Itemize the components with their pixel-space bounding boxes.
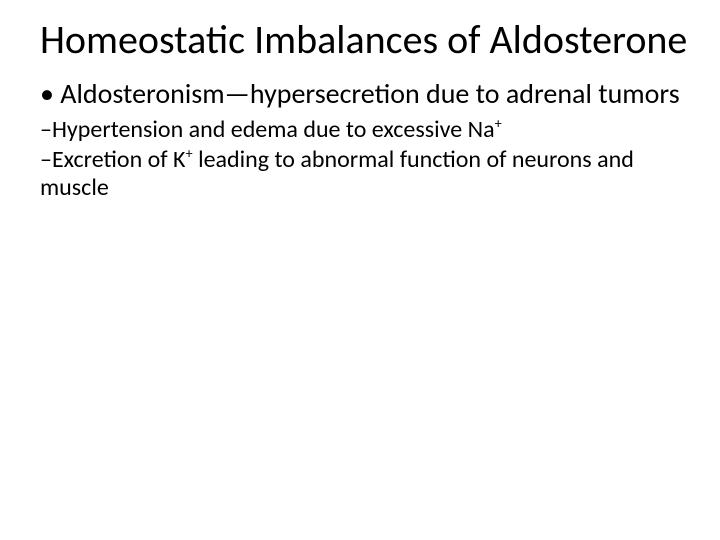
superscript-plus: + (495, 114, 502, 132)
slide-title: Homeostatic Imbalances of Aldosterone (40, 18, 692, 63)
bullet-level-2-b: –Excretion of K+ leading to abnormal fun… (40, 146, 692, 203)
bullet-level-2-a: –Hypertension and edema due to excessive… (40, 116, 692, 144)
bullet-l2a-text: –Hypertension and edema due to excessive… (40, 115, 495, 144)
bullet-l2b-prefix: –Excretion of K (40, 145, 185, 174)
slide: Homeostatic Imbalances of Aldosterone • … (0, 0, 720, 540)
superscript-plus: + (185, 144, 192, 162)
bullet-level-1: • Aldosteronism—hypersecretion due to ad… (40, 77, 692, 110)
